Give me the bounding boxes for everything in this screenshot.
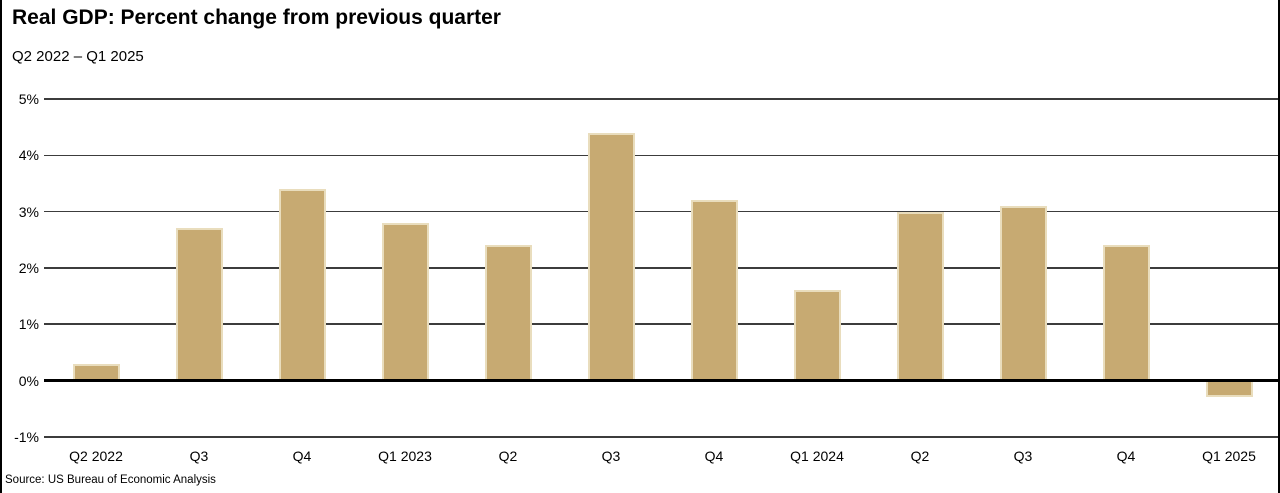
x-tick-label: Q1 2023 [378,448,432,464]
zero-axis-line [44,379,1278,382]
y-tick-label: 2% [18,259,39,276]
bar-q2 [896,211,944,381]
x-tick-label: Q2 [498,448,518,464]
gridline [44,267,1278,269]
y-tick-label: 5% [18,91,39,107]
x-tick-label: Q2 2022 [69,448,123,464]
bar-q2 [484,245,532,381]
bar-q4 [278,189,326,381]
bar-q1-2025 [1205,380,1253,398]
x-tick-label: Q1 2025 [1202,448,1256,464]
x-tick-label: Q4 [1116,448,1136,464]
bar-q1-2024 [793,290,841,381]
bar-q2-2022 [72,363,120,381]
x-tick-label: Q4 [704,448,724,464]
bar-q1-2023 [381,222,429,381]
bar-q4 [690,200,738,381]
y-tick-label: -1% [14,428,39,445]
bar-q3 [999,205,1047,381]
x-tick-label: Q3 [1013,448,1033,464]
gridline [44,154,1278,157]
x-tick-label: Q4 [292,448,312,464]
x-tick-label: Q2 [910,448,930,464]
source-note: Source: US Bureau of Economic Analysis [5,474,216,486]
x-tick-label: Q3 [189,448,209,464]
gridline [44,323,1278,325]
y-tick-label: 1% [18,316,39,333]
gridline [44,210,1278,213]
gridline [44,436,1278,438]
x-tick-label: Q1 2024 [790,448,844,464]
bar-q3 [175,228,223,381]
chart-title: Real GDP: Percent change from previous q… [12,6,501,29]
chart-subtitle: Q2 2022 – Q1 2025 [12,48,144,65]
bar-q4 [1102,245,1150,381]
bar-q3 [587,132,635,381]
x-tick-label: Q3 [601,448,621,464]
y-tick-label: 4% [18,147,39,164]
y-tick-label: 0% [18,372,39,389]
gridline [44,98,1278,100]
y-tick-label: 3% [18,203,39,220]
